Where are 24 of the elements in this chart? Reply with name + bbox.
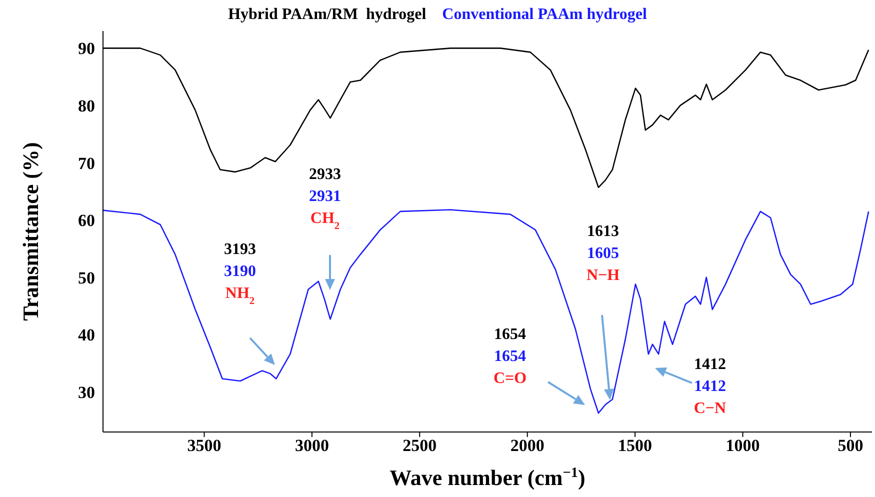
y-tick-label: 60 (78, 211, 95, 230)
y-tick-label: 90 (78, 39, 95, 58)
y-tick-label: 30 (78, 382, 95, 402)
y-axis-title: Transmittance (%) (18, 142, 42, 321)
annotation: 1613 1605 N−H (586, 223, 620, 284)
x-tick-label: 1000 (726, 436, 760, 456)
annotation: 1654 1654 C=O (493, 326, 527, 387)
text: Conventional PAAm hydrogel (442, 6, 647, 23)
annotation: 2933 2931 CH$_{2}$ (309, 166, 341, 232)
x-tick-label: 1500 (618, 436, 652, 456)
annotation: 1412 1412 C−N (694, 356, 727, 417)
line-series (103, 209, 870, 414)
y-tick-label: 40 (78, 326, 95, 345)
y-tick-label: 80 (78, 96, 95, 116)
y-tick-label: 50 (78, 268, 95, 288)
x-tick-label: 3500 (187, 436, 222, 456)
series-label: Hybrid PAAm/RM hydrogel (228, 6, 426, 23)
x-tick-label: 2000 (510, 436, 544, 456)
y-tick-label: 70 (78, 154, 95, 173)
x-tick-label: 3000 (294, 436, 329, 456)
x-tick-label: 500 (838, 436, 864, 456)
x-axis-title: Wave number (cm$^{−1}$) (390, 465, 586, 490)
annotation: 3193 3190 NH$_{2}$ (224, 241, 256, 306)
x-tick-label: 2500 (402, 436, 437, 456)
